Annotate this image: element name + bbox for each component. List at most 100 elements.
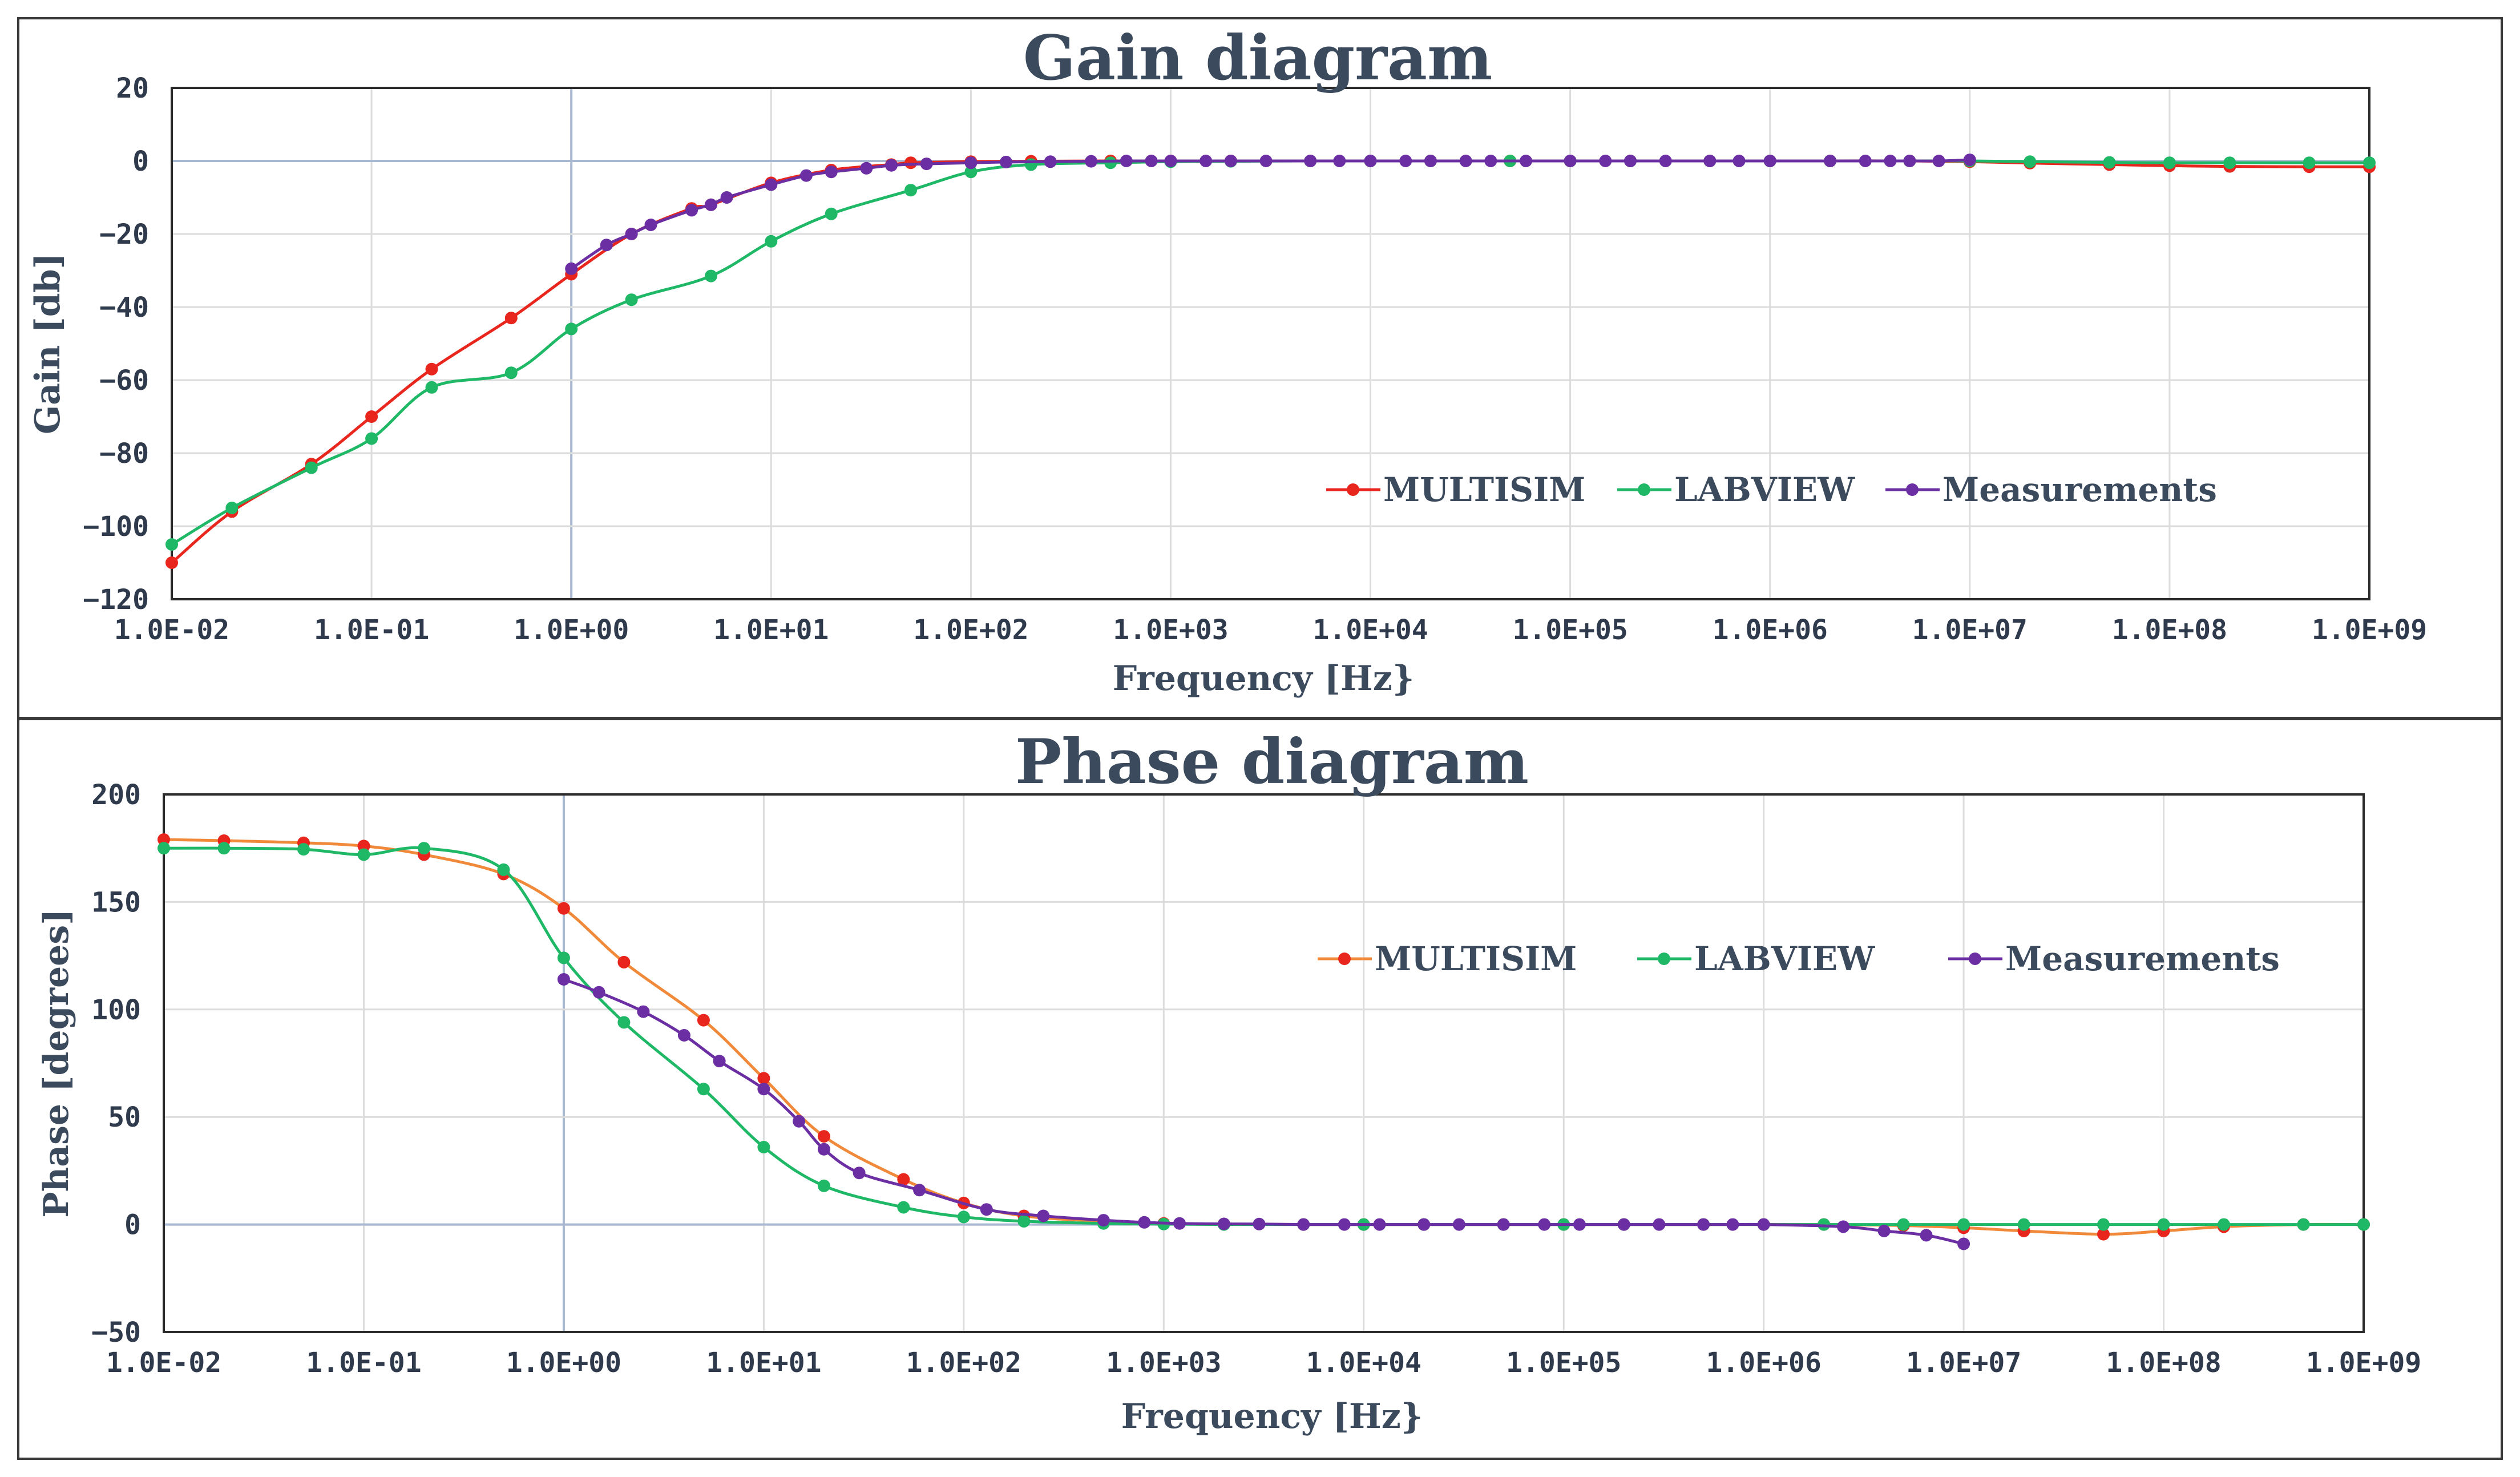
phase-data-point (2297, 1218, 2310, 1231)
phase-data-point (1217, 1217, 1230, 1230)
gain-data-point (425, 362, 438, 376)
gain-x-tick-label: 1.0E+02 (913, 614, 1028, 646)
phase-series-line (163, 838, 2364, 1236)
gain-data-point (1824, 155, 1837, 167)
phase-data-point (1573, 1218, 1586, 1231)
gain-y-tick-label: −40 (99, 292, 149, 324)
phase-x-tick-label: 1.0E+09 (2306, 1347, 2421, 1379)
phase-data-point (697, 1014, 710, 1027)
gain-data-point (625, 293, 638, 306)
gain-data-point (1364, 155, 1377, 167)
gain-x-axis-title: Frequency [Hz} (1113, 659, 1415, 699)
gain-data-point (644, 219, 657, 231)
gain-data-point (1120, 155, 1133, 167)
gain-data-point (1484, 155, 1497, 167)
phase-data-point (592, 986, 605, 999)
gain-data-point (365, 432, 378, 445)
gain-legend: MULTISIM LABVIEW Measurements (1326, 470, 2217, 509)
phase-x-tick-label: 1.0E-02 (106, 1347, 221, 1379)
gain-data-point (225, 502, 239, 514)
gain-data-point (625, 228, 638, 240)
gain-data-point (1732, 155, 1746, 167)
gain-data-point (1932, 155, 1945, 167)
phase-x-tick-label: 1.0E+08 (2106, 1347, 2221, 1379)
gain-data-point (1304, 155, 1317, 167)
phase-x-tick-label: 1.0E+03 (1106, 1347, 1221, 1379)
gain-data-point (2163, 156, 2176, 170)
gain-plot-area (171, 87, 2370, 600)
phase-series-measurements (557, 973, 1970, 1250)
gain-data-point (964, 156, 978, 170)
phase-chart-panel: 1.0E-02 1.0E-01 1.0E+00 1.0E+01 1.0E+02 1.0E+… (17, 718, 2503, 1460)
phase-x-tick-label: 1.0E+06 (1706, 1347, 1821, 1379)
phase-data-point (1957, 1218, 1970, 1231)
gain-data-point (1200, 155, 1213, 167)
gain-data-point (1624, 155, 1637, 167)
gain-legend-marker (1638, 483, 1650, 496)
phase-data-point (637, 1005, 650, 1018)
gain-data-point (685, 204, 698, 217)
gain-y-tick-label: 20 (116, 72, 149, 104)
gain-y-tick-label: −100 (83, 511, 149, 543)
gain-data-point (1659, 155, 1672, 167)
gain-data-point (1903, 155, 1916, 167)
phase-y-axis-title: Phase [degrees] (37, 909, 76, 1217)
phase-data-point (1920, 1229, 1933, 1242)
phase-data-point (418, 842, 430, 855)
phase-data-point (2097, 1228, 2110, 1241)
gain-legend-marker (1906, 483, 1919, 496)
phase-data-point (913, 1184, 926, 1197)
phase-data-point (757, 1141, 770, 1153)
gain-data-point (765, 235, 778, 248)
gain-data-point (1259, 155, 1273, 167)
gain-x-tick-label: 1.0E-02 (114, 614, 229, 646)
gain-data-point (504, 366, 518, 380)
phase-data-point (557, 902, 570, 915)
phase-data-point (1138, 1216, 1151, 1229)
gain-data-point (1224, 155, 1237, 167)
gain-data-point (1459, 155, 1472, 167)
gain-data-point (904, 184, 917, 197)
phase-data-point (2357, 1218, 2370, 1231)
gain-data-point (1085, 155, 1098, 168)
gain-data-point (765, 178, 778, 191)
phase-grid (163, 793, 2365, 1333)
phase-data-point (1538, 1218, 1551, 1231)
phase-data-point (2017, 1218, 2030, 1231)
gain-data-point (1963, 154, 1976, 167)
gain-data-point (704, 198, 717, 211)
phase-series-line (163, 846, 2364, 1226)
gain-data-point (2223, 156, 2236, 170)
phase-data-point (897, 1173, 910, 1186)
phase-data-point (1097, 1214, 1110, 1227)
gain-data-point (720, 191, 733, 204)
phase-data-point (217, 842, 231, 855)
phase-legend-marker (1969, 953, 1981, 965)
gain-data-point (885, 159, 898, 172)
phase-series-line (563, 978, 1964, 1245)
phase-data-point (677, 1029, 690, 1042)
gain-y-tick-label: 0 (132, 146, 149, 177)
gain-x-tick-label: 1.0E+07 (1912, 614, 2028, 646)
gain-y-axis-title: Gain [db] (28, 253, 68, 434)
gain-data-point (860, 162, 873, 175)
phase-series-multisim (158, 833, 2370, 1241)
phase-data-point (297, 843, 310, 856)
gain-legend-label: LABVIEW (1674, 470, 1855, 509)
phase-y-tick-label: 200 (91, 779, 141, 811)
phase-data-point (757, 1072, 770, 1085)
phase-data-point (617, 955, 631, 968)
gain-data-point (365, 410, 378, 423)
phase-data-point (1653, 1218, 1666, 1231)
phase-data-point (853, 1167, 866, 1180)
phase-data-point (957, 1210, 970, 1224)
phase-legend-marker (1338, 953, 1351, 965)
gain-data-point (2103, 156, 2116, 169)
phase-data-point (793, 1115, 806, 1128)
phase-x-tick-label: 1.0E-01 (306, 1347, 421, 1379)
phase-y-tick-label: 0 (124, 1209, 141, 1241)
gain-data-point (799, 169, 813, 182)
gain-data-point (964, 166, 978, 179)
phase-data-point (617, 1016, 631, 1029)
phase-data-point (1338, 1218, 1351, 1231)
